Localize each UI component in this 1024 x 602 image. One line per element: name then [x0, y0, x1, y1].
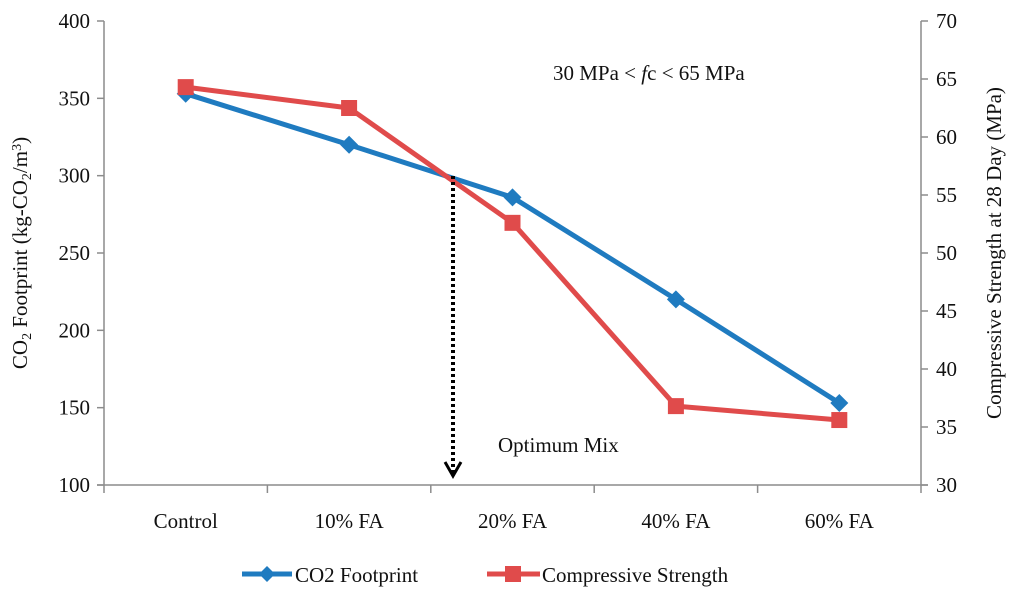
left-y-tick-label: 250	[59, 241, 91, 265]
x-tick-label: 60% FA	[805, 509, 875, 533]
series-markers	[176, 79, 849, 429]
x-tick-label: Control	[154, 509, 218, 533]
left-y-axis-title-part: 2	[20, 173, 35, 180]
right-y-tick-label: 65	[936, 67, 957, 91]
left-y-tick-label: 150	[59, 396, 91, 420]
left-y-axis-title-part: 2	[20, 333, 35, 340]
right-y-axis-title: Compressive Strength at 28 Day (MPa)	[982, 87, 1006, 419]
right-y-tick-label: 45	[936, 299, 957, 323]
right-y-tick-label: 60	[936, 125, 957, 149]
series-lines	[184, 84, 841, 423]
optimum-mix-arrowhead	[443, 461, 463, 480]
right-y-tick-label: 55	[936, 183, 957, 207]
co2-footprint-point	[830, 394, 849, 413]
legend-strength-label: Compressive Strength	[542, 563, 729, 587]
co2-footprint-point	[666, 290, 685, 309]
range-note-suffix: < 65 MPa	[656, 61, 745, 85]
right-y-tick-label: 35	[936, 415, 957, 439]
range-note-italic: f	[641, 61, 650, 85]
left-y-tick-label: 100	[59, 473, 91, 497]
left-y-axis-title-part: )	[8, 137, 32, 144]
legend-strength-square-marker	[505, 566, 521, 582]
optimum-mix-label: Optimum Mix	[498, 433, 619, 457]
right-y-tick-label: 70	[936, 9, 957, 33]
legend-co2-label: CO2 Footprint	[295, 563, 418, 587]
range-note-prefix: 30 MPa <	[553, 61, 641, 85]
right-y-tick-label: 30	[936, 473, 957, 497]
co2-footprint-point	[503, 188, 522, 207]
right-y-tick-label: 50	[936, 241, 957, 265]
legend-co2-diamond-marker	[259, 566, 275, 582]
co2-footprint-line	[184, 91, 841, 406]
compressive-strength-point	[831, 412, 848, 429]
x-tick-label: 10% FA	[315, 509, 385, 533]
compressive-strength-point	[667, 398, 684, 415]
left-y-tick-label: 350	[59, 86, 91, 110]
left-y-tick-label: 400	[59, 9, 91, 33]
compressive-strength-point	[177, 79, 194, 96]
left-y-axis-title-part: 3	[10, 144, 25, 151]
right-y-tick-label: 40	[936, 357, 957, 381]
legend: CO2 Footprint Compressive Strength	[242, 563, 729, 587]
left-y-tick-label: 200	[59, 318, 91, 342]
annotations: 30 MPa < fc < 65 MPa Optimum Mix	[443, 61, 745, 480]
compressive-strength-point	[341, 100, 358, 116]
x-tick-label: 20% FA	[478, 509, 548, 533]
left-y-axis-title-part: CO	[8, 340, 32, 369]
strength-range-note: 30 MPa < fc < 65 MPa	[553, 61, 745, 85]
left-y-tick-label: 300	[59, 164, 91, 188]
axes: 100 150 200 250 300 350 400 30 35 40 45 50 55 60 65 70 C…	[8, 9, 1006, 533]
compressive-strength-point	[504, 214, 521, 231]
compressive-strength-line	[185, 84, 840, 423]
left-y-axis-title-part: Footprint (kg-CO	[8, 180, 32, 333]
left-y-axis-title-part: /m	[8, 151, 32, 173]
x-tick-label: 40% FA	[641, 509, 711, 533]
left-y-axis-title: CO2 Footprint (kg-CO2/m3)	[8, 137, 35, 369]
co2-footprint-point	[340, 135, 359, 154]
range-note-mid: c	[647, 61, 656, 85]
